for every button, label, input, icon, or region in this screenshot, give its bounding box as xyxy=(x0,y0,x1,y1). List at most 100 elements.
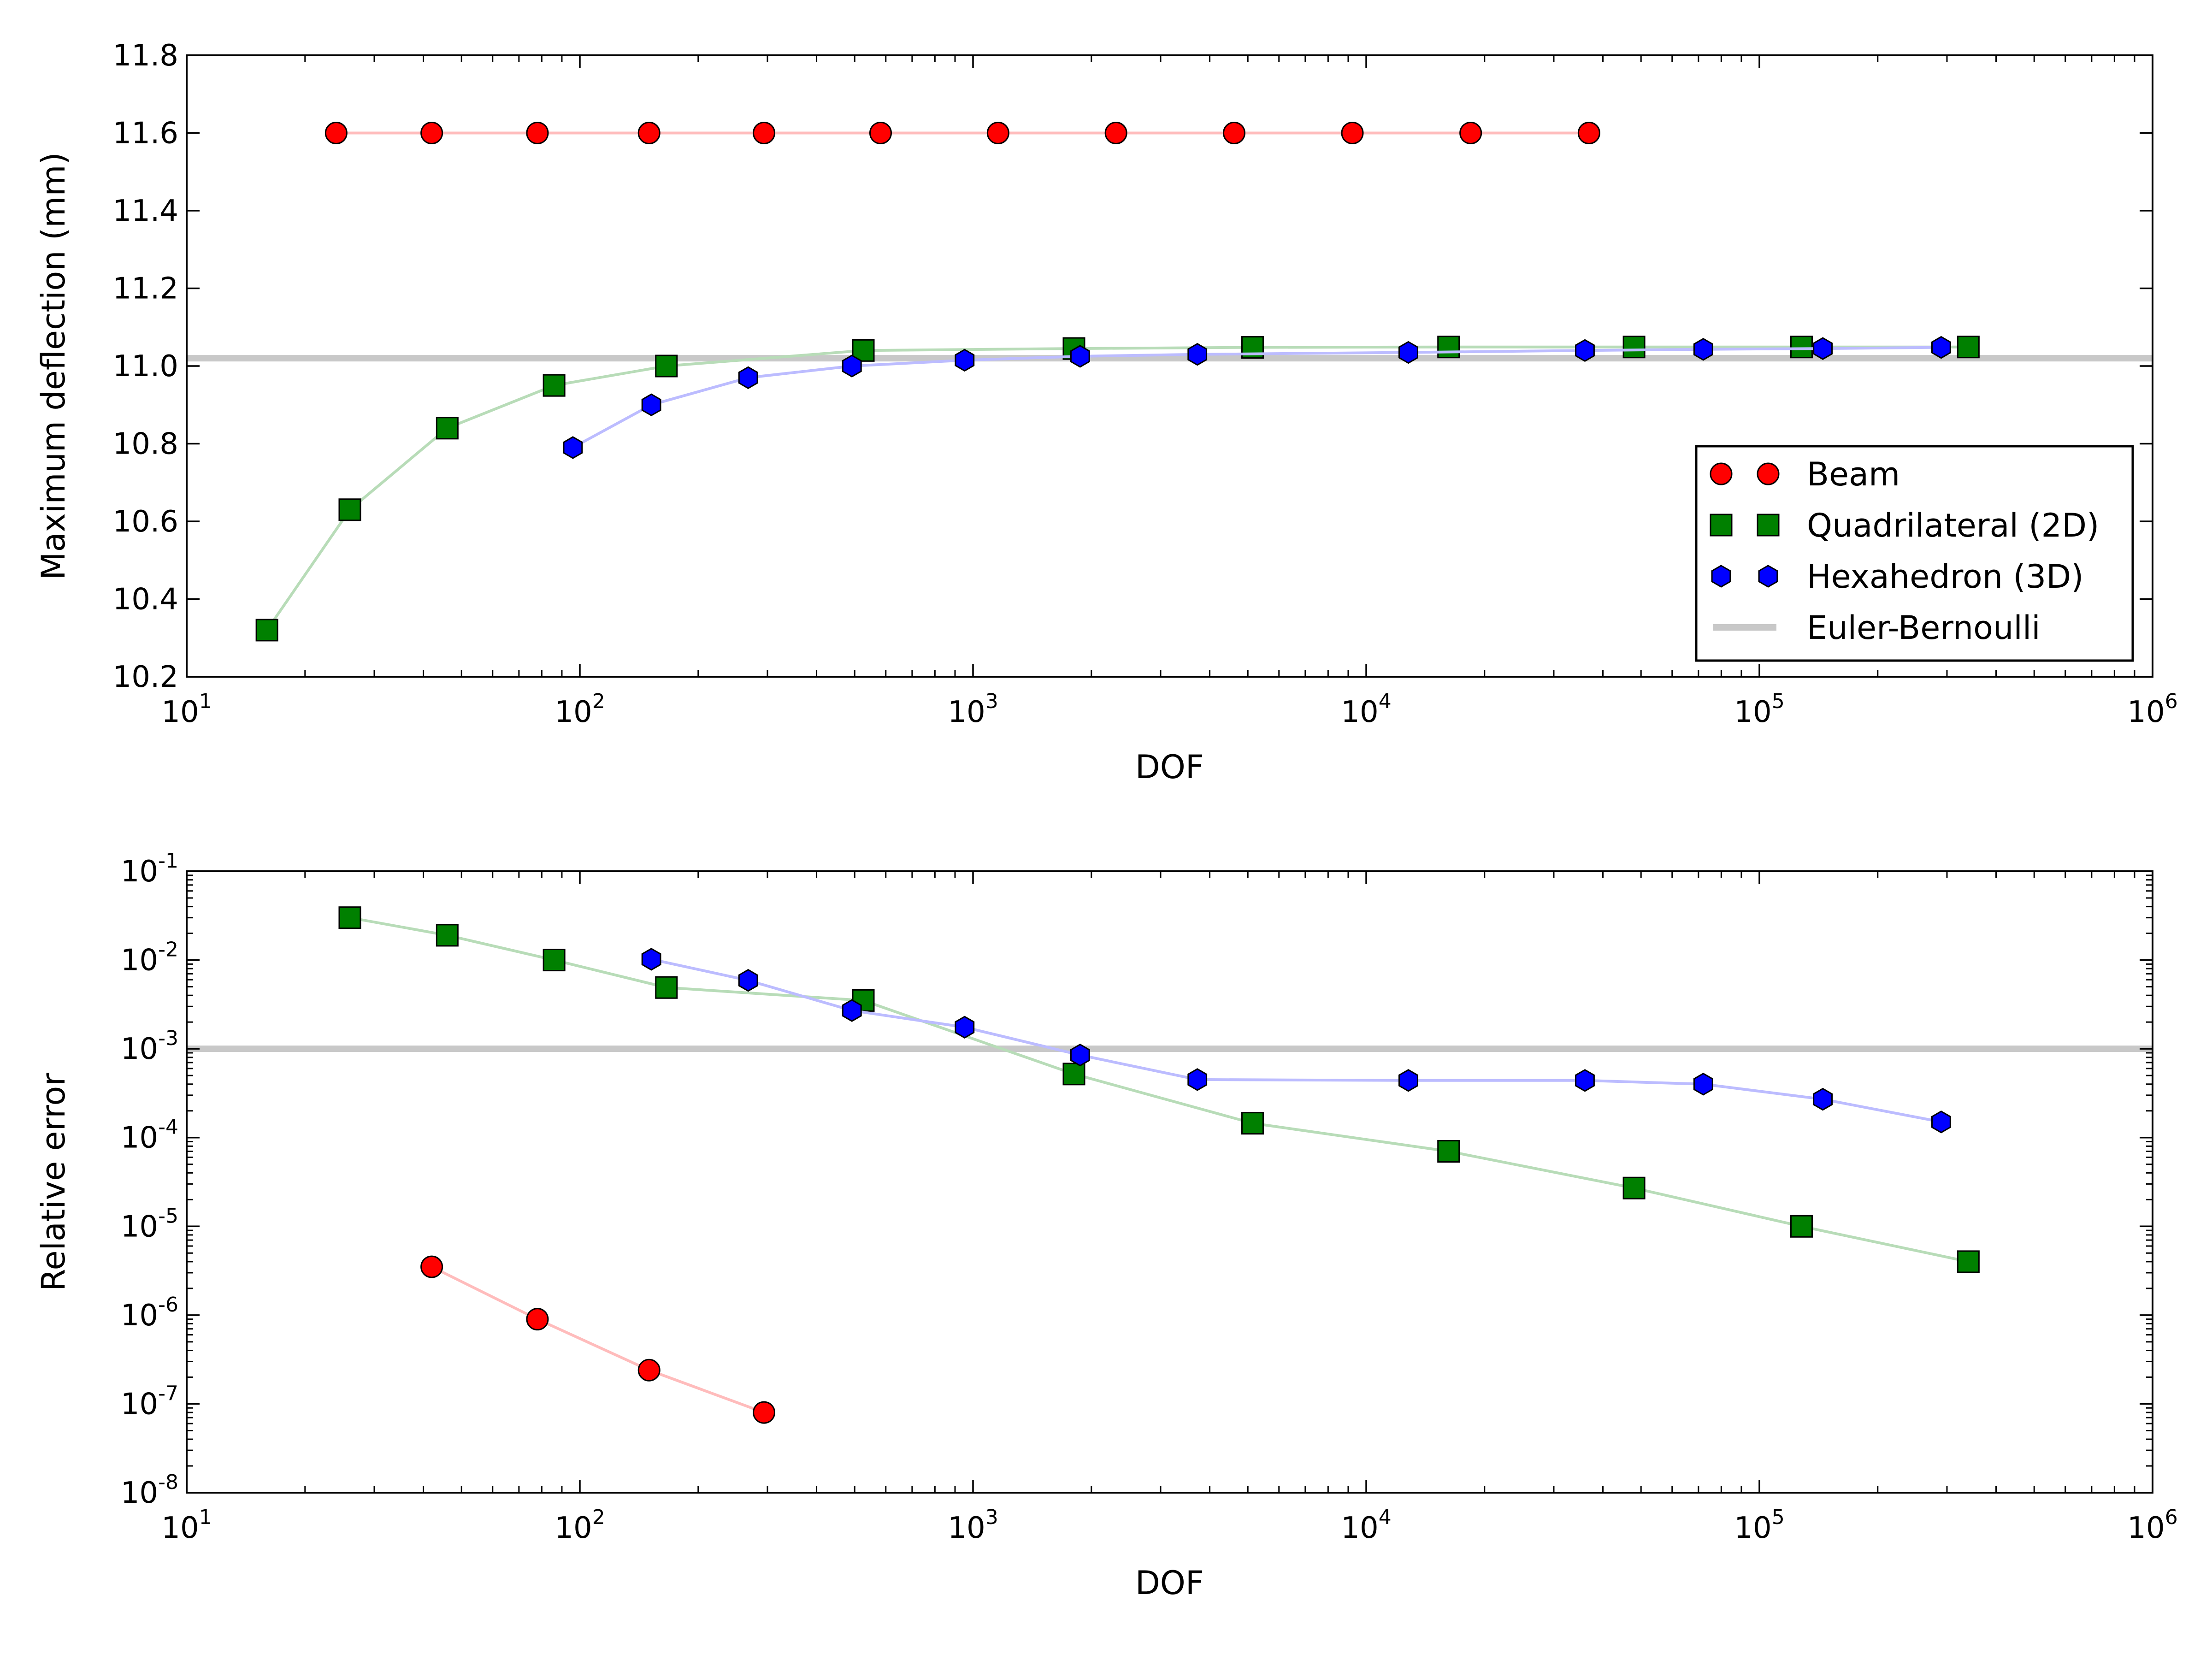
y-tick-base: 10 xyxy=(121,1032,158,1066)
data-point xyxy=(641,948,661,971)
y-tick-base: 10 xyxy=(121,1476,158,1510)
series-line xyxy=(431,1265,765,1414)
legend-marker xyxy=(1757,514,1780,537)
data-point xyxy=(655,354,678,378)
x-tick-label: 103 xyxy=(948,1506,998,1545)
x-tick-exponent: 3 xyxy=(985,1506,998,1529)
data-point xyxy=(1931,336,1951,359)
x-tick-exponent: 3 xyxy=(985,690,998,713)
x-tick-exponent: 5 xyxy=(1772,690,1785,713)
data-point xyxy=(543,949,566,972)
data-point xyxy=(1459,122,1482,144)
y-tick-label: 10-7 xyxy=(121,1382,178,1421)
legend-marker xyxy=(1710,514,1733,537)
legend-marker xyxy=(1758,565,1778,588)
data-point xyxy=(1575,339,1595,362)
y-tick-label: 10.2 xyxy=(113,660,179,694)
x-tick-base: 10 xyxy=(554,695,592,729)
x-tick-base: 10 xyxy=(1734,695,1771,729)
data-point xyxy=(1187,1068,1208,1091)
data-point xyxy=(842,999,862,1022)
data-point xyxy=(1398,1069,1418,1092)
x-tick-exponent: 1 xyxy=(199,1506,212,1529)
legend-label: Quadrilateral (2D) xyxy=(1807,507,2099,544)
series-beam xyxy=(324,122,1600,144)
x-tick-base: 10 xyxy=(948,695,985,729)
y-tick-label: 11.8 xyxy=(113,39,179,73)
y-tick-base: 10 xyxy=(121,1387,158,1421)
plot-frame xyxy=(186,870,2153,1494)
y-tick-exponent: -7 xyxy=(158,1382,178,1405)
y-axis-title: Maximum deflection (mm) xyxy=(35,152,72,580)
data-point xyxy=(869,122,892,144)
x-axis-title: DOF xyxy=(1135,748,1204,786)
data-point xyxy=(526,1308,549,1331)
data-point xyxy=(1062,1063,1085,1086)
data-point xyxy=(324,122,348,144)
legend-marker xyxy=(1710,462,1733,485)
data-point xyxy=(637,122,661,144)
y-tick-label: 10-4 xyxy=(121,1116,178,1155)
x-axis-title: DOF xyxy=(1135,1564,1204,1602)
y-tick-label: 10.6 xyxy=(113,505,179,539)
y-tick-label: 10.4 xyxy=(113,583,179,617)
data-point xyxy=(1790,336,1813,359)
data-point xyxy=(1693,338,1713,361)
data-point xyxy=(1577,122,1600,144)
x-tick-exponent: 6 xyxy=(2165,1506,2178,1529)
data-point xyxy=(955,1016,975,1039)
plot-frame xyxy=(186,54,2153,678)
y-tick-base: 10 xyxy=(121,855,158,889)
data-point xyxy=(986,122,1009,144)
data-point xyxy=(1398,341,1418,364)
data-point xyxy=(543,374,566,397)
x-tick-label: 106 xyxy=(2127,1506,2177,1545)
y-tick-exponent: -3 xyxy=(158,1027,178,1050)
chart-2: 101 102 103 104 105 10610-810-710-610-510-410… xyxy=(35,849,2178,1602)
y-tick-label: 10.8 xyxy=(113,427,179,461)
x-tick-base: 10 xyxy=(1341,1511,1378,1545)
data-point xyxy=(436,417,459,440)
y-tick-label: 10-6 xyxy=(121,1293,178,1333)
x-tick-label: 101 xyxy=(161,690,212,729)
data-point xyxy=(526,122,549,144)
data-point xyxy=(738,969,758,992)
x-tick-label: 106 xyxy=(2127,690,2177,729)
data-point xyxy=(420,122,443,144)
x-tick-label: 105 xyxy=(1734,690,1784,729)
x-tick-label: 102 xyxy=(554,690,605,729)
y-tick-exponent: -2 xyxy=(158,938,178,962)
y-tick-exponent: -6 xyxy=(158,1293,178,1317)
data-point xyxy=(1222,122,1245,144)
y-tick-exponent: -8 xyxy=(158,1471,178,1494)
y-tick-label: 10-8 xyxy=(121,1471,178,1510)
data-point xyxy=(1957,336,1980,359)
data-point xyxy=(563,436,583,459)
x-tick-base: 10 xyxy=(161,695,199,729)
x-tick-label: 104 xyxy=(1341,690,1391,729)
series-quadrilateral-2d xyxy=(255,336,1980,642)
y-tick-label: 11.4 xyxy=(113,194,179,228)
data-point xyxy=(1813,1087,1833,1111)
y-tick-base: 10 xyxy=(121,1210,158,1244)
x-tick-base: 10 xyxy=(161,1511,199,1545)
x-tick-label: 101 xyxy=(161,1506,212,1545)
x-tick-label: 103 xyxy=(948,690,998,729)
x-tick-exponent: 4 xyxy=(1379,1506,1392,1529)
x-tick-label: 105 xyxy=(1734,1506,1784,1545)
data-point xyxy=(753,1401,776,1424)
data-point xyxy=(420,1255,443,1278)
data-point xyxy=(1693,1073,1713,1096)
y-tick-label: 10-2 xyxy=(121,938,178,978)
x-tick-label: 104 xyxy=(1341,1506,1391,1545)
series-hexahedron-3d xyxy=(563,336,1951,459)
data-point xyxy=(637,1359,661,1382)
x-tick-base: 10 xyxy=(1734,1511,1771,1545)
y-tick-base: 10 xyxy=(121,1121,158,1155)
legend-marker xyxy=(1757,462,1780,485)
x-tick-label: 102 xyxy=(554,1506,605,1545)
data-point xyxy=(738,366,758,390)
legend-label: Beam xyxy=(1807,455,1900,493)
data-point xyxy=(1187,343,1208,366)
